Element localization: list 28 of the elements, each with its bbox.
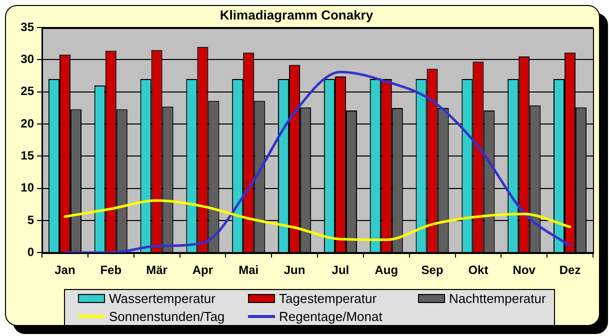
x-tick-label: Jun	[284, 263, 306, 278]
x-tick-label: Feb	[100, 263, 122, 278]
x-tick-label: Mär	[146, 263, 168, 278]
x-tick-label: Dez	[559, 263, 581, 278]
y-tick-label: 35	[20, 20, 34, 34]
y-tick-label: 20	[20, 116, 34, 130]
x-tick-label: Nov	[512, 263, 536, 278]
x-tick-label: Aug	[374, 263, 398, 278]
line-series	[64, 199, 572, 241]
legend-label: Tagestemperatur	[279, 290, 377, 308]
x-tick-label: Sep	[421, 263, 444, 278]
y-tick-label: 15	[20, 148, 34, 162]
legend-label: Sonnenstunden/Tag	[109, 308, 225, 325]
x-tick-label: Okt	[468, 263, 488, 278]
y-tick-label: 5	[27, 212, 34, 227]
line-series	[64, 70, 572, 253]
legend-label: Nachttemperatur	[449, 290, 546, 308]
x-tick-label: Mai	[238, 263, 259, 278]
y-tick-label: 25	[20, 84, 34, 98]
y-tick-label: 10	[20, 180, 34, 195]
legend-label: Wassertemperatur	[109, 290, 216, 308]
y-tick-label: 0	[27, 244, 34, 259]
y-tick-label: 30	[20, 52, 34, 66]
x-tick-label: Jan	[54, 263, 76, 278]
x-tick-label: Jul	[332, 263, 350, 278]
legend-label: Regentage/Monat	[279, 308, 382, 325]
x-tick-label: Apr	[192, 263, 214, 278]
chart-title: Klimadiagramm Conakry	[220, 7, 374, 22]
